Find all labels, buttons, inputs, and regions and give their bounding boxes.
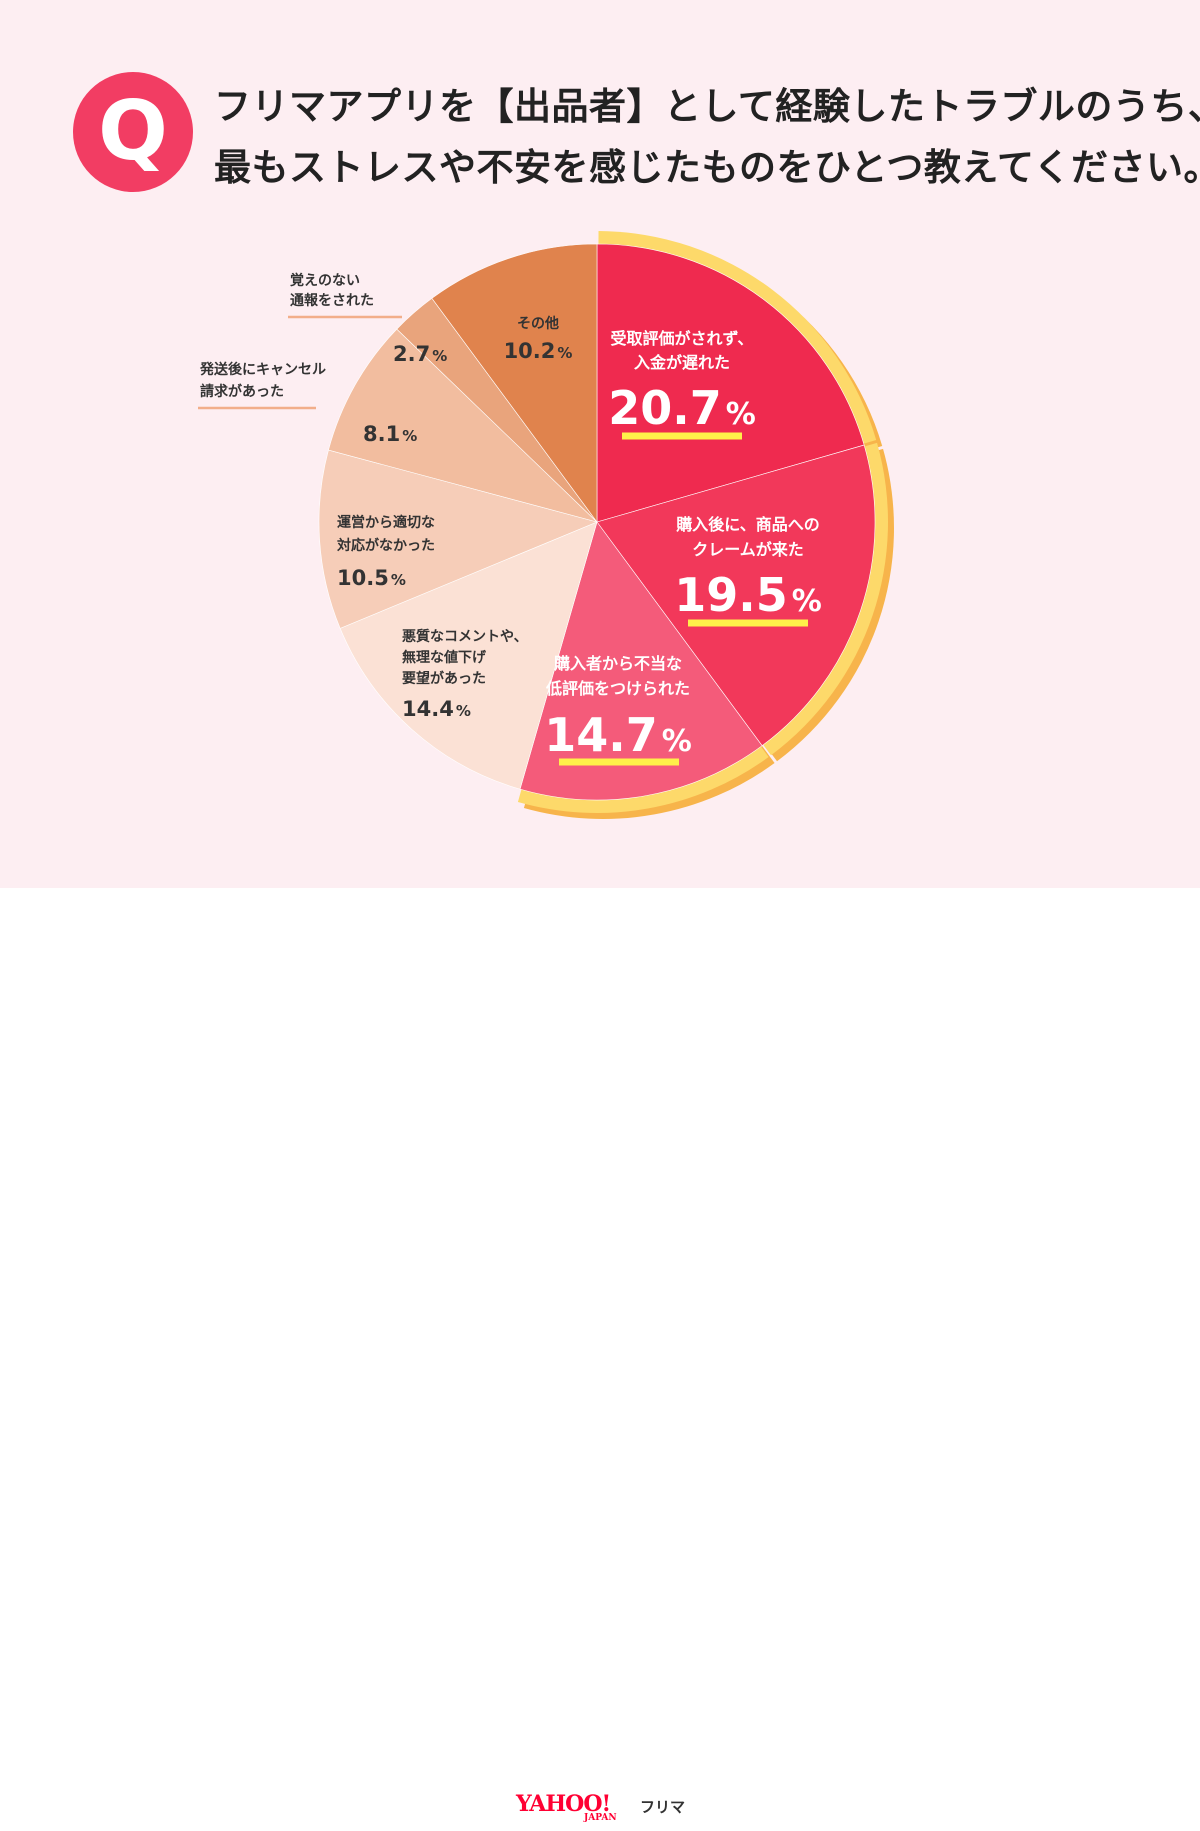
footer: YAHOO! JAPAN フリマ [0,888,1200,1823]
outside-label-6-line-0: 覚えのない [290,272,360,289]
value-label-5: 8.1% [363,422,417,446]
pie-slice-0 [596,243,865,523]
logo-japan-text: JAPAN [584,1813,617,1823]
value-number-0: 20.7 [608,381,722,435]
value-number-4: 10.5 [337,566,389,590]
value-unit-5: % [402,427,417,445]
question-line-1: フリマアプリを【出品者】として経験したトラブルのうち、 [214,85,1200,128]
logo-service-text: フリマ [640,1798,686,1816]
value-label-3: 14.4% [402,697,471,721]
value-number-3: 14.4 [402,697,454,721]
slice-label-1-line-0: 購入後に、商品への [675,515,820,534]
value-unit-4: % [391,571,406,589]
pie-slice-4 [318,449,598,629]
pie-slice-1 [596,444,876,747]
outside-label-6-line-1: 通報をされた [290,292,374,309]
slice-label-0-line-1: 入金が遅れた [634,353,730,372]
slice-label-3-line-1: 無理な値下げ [402,649,487,666]
value-label-1: 19.5% [674,568,822,622]
value-unit-1: % [792,584,822,619]
pie-slice-3 [339,521,598,790]
value-unit-7: % [557,344,572,362]
value-number-7: 10.2 [504,339,556,363]
value-label-6: 2.7% [393,342,447,366]
slice-label-3-line-0: 悪質なコメントや、 [402,628,528,645]
value-unit-0: % [726,397,756,432]
slice-label-0-line-0: 受取評価がされず、 [611,329,754,348]
value-unit-6: % [432,347,447,365]
slice-label-1-line-1: クレームが来た [692,540,804,559]
slice-label-4-line-0: 運営から適切な [337,514,435,531]
pie-slice-5 [328,328,598,523]
value-number-2: 14.7 [544,708,658,762]
outside-label-5-line-1: 請求があった [200,383,284,400]
slice-label-2-line-1: 低評価をつけられた [545,679,690,698]
question-line-2: 最もストレスや不安を感じたものをひとつ教えてください。 [214,146,1200,189]
pie-slice-2 [519,521,763,801]
question-badge: Q [73,72,193,192]
pie-slices [318,243,876,801]
slice-label-3-line-2: 要望があった [402,670,486,687]
value-number-5: 8.1 [363,422,400,446]
value-number-6: 2.7 [393,342,430,366]
slice-label-2-line-0: 購入者から不当な [553,654,682,673]
yahoo-furima-logo: YAHOO! JAPAN フリマ [516,1791,716,1831]
outside-label-5-line-0: 発送後にキャンセル [199,361,326,378]
value-label-7: 10.2% [504,339,573,363]
value-number-1: 19.5 [674,568,788,622]
slice-label-4-line-1: 対応がなかった [336,537,435,554]
label-underlines [198,315,808,766]
value-label-4: 10.5% [337,566,406,590]
question-badge-letter: Q [98,84,168,179]
value-unit-3: % [456,702,471,720]
value-unit-2: % [662,724,692,759]
pie-slice-7 [431,243,598,523]
slice-label-7-line-0: その他 [517,315,559,332]
value-label-2: 14.7% [544,708,692,762]
value-label-0: 20.7% [608,381,756,435]
